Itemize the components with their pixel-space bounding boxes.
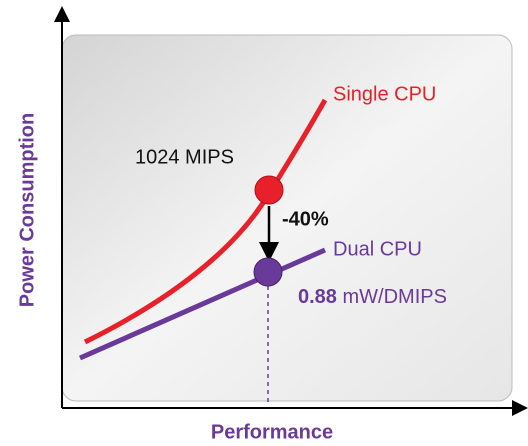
mips-label: 1024 MIPS bbox=[135, 146, 234, 168]
efficiency-unit: mW/DMIPS bbox=[343, 286, 447, 308]
y-axis-label: Power Consumption bbox=[16, 113, 38, 307]
dual-cpu-label: Dual CPU bbox=[333, 238, 422, 260]
single-cpu-curve bbox=[83, 98, 328, 345]
efficiency-label: 0.88 mW/DMIPS bbox=[298, 286, 447, 308]
efficiency-value: 0.88 bbox=[298, 286, 337, 308]
single-cpu-point bbox=[254, 175, 284, 205]
dual-cpu-line bbox=[78, 247, 327, 361]
dual-cpu-point bbox=[253, 257, 283, 287]
single-cpu-label: Single CPU bbox=[333, 83, 436, 105]
x-axis-label: Performance bbox=[211, 421, 333, 443]
reduction-label: -40% bbox=[282, 208, 329, 230]
